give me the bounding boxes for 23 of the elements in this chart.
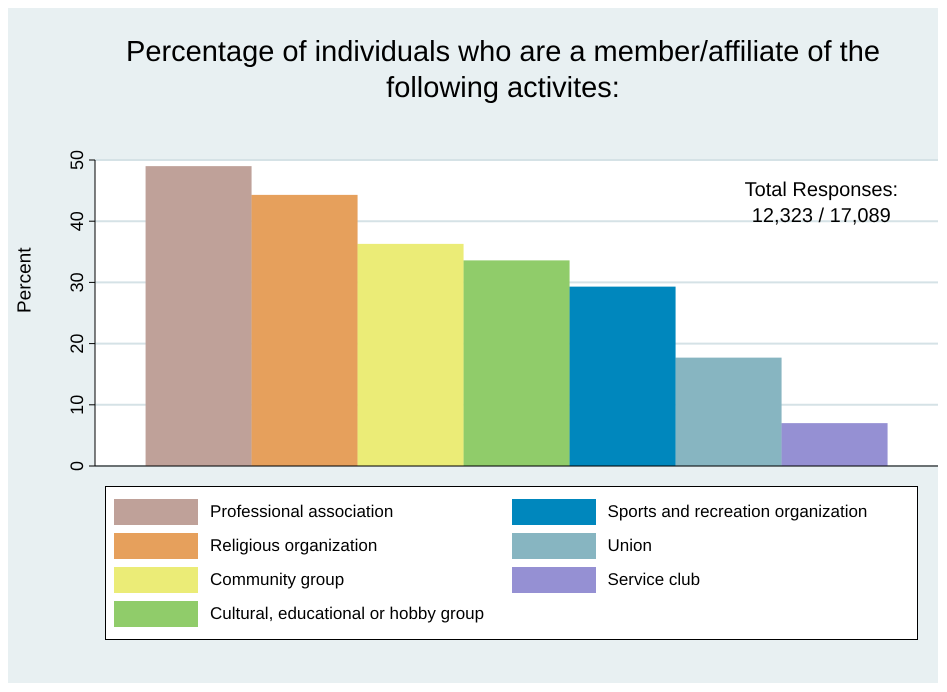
y-tick-label: 10	[67, 394, 87, 415]
bar	[252, 194, 358, 466]
bar	[358, 244, 464, 466]
legend-label: Community group	[210, 570, 344, 590]
annotation: Total Responses: 12,323 / 17,089	[744, 178, 898, 229]
chart-title: Percentage of individuals who are a member/affiliate of the following activites:	[125, 35, 881, 106]
bar	[146, 166, 252, 466]
y-tick-label: 0	[67, 460, 87, 472]
legend-label: Cultural, educational or hobby group	[210, 604, 484, 624]
y-axis-title: Percent	[14, 246, 36, 313]
legend-label: Professional association	[210, 502, 394, 522]
legend-label: Union	[608, 536, 652, 556]
bar	[570, 286, 676, 466]
y-tick-label: 50	[67, 150, 87, 170]
legend-label: Sports and recreation organization	[608, 502, 868, 522]
y-tick-label: 20	[67, 334, 87, 354]
y-tick-label: 40	[67, 211, 87, 232]
y-tick-label: 30	[67, 272, 87, 292]
bar	[782, 423, 888, 466]
legend-label: Service club	[608, 570, 700, 590]
bar	[676, 358, 782, 466]
legend-label: Religious organization	[210, 536, 378, 556]
bar	[464, 260, 570, 466]
